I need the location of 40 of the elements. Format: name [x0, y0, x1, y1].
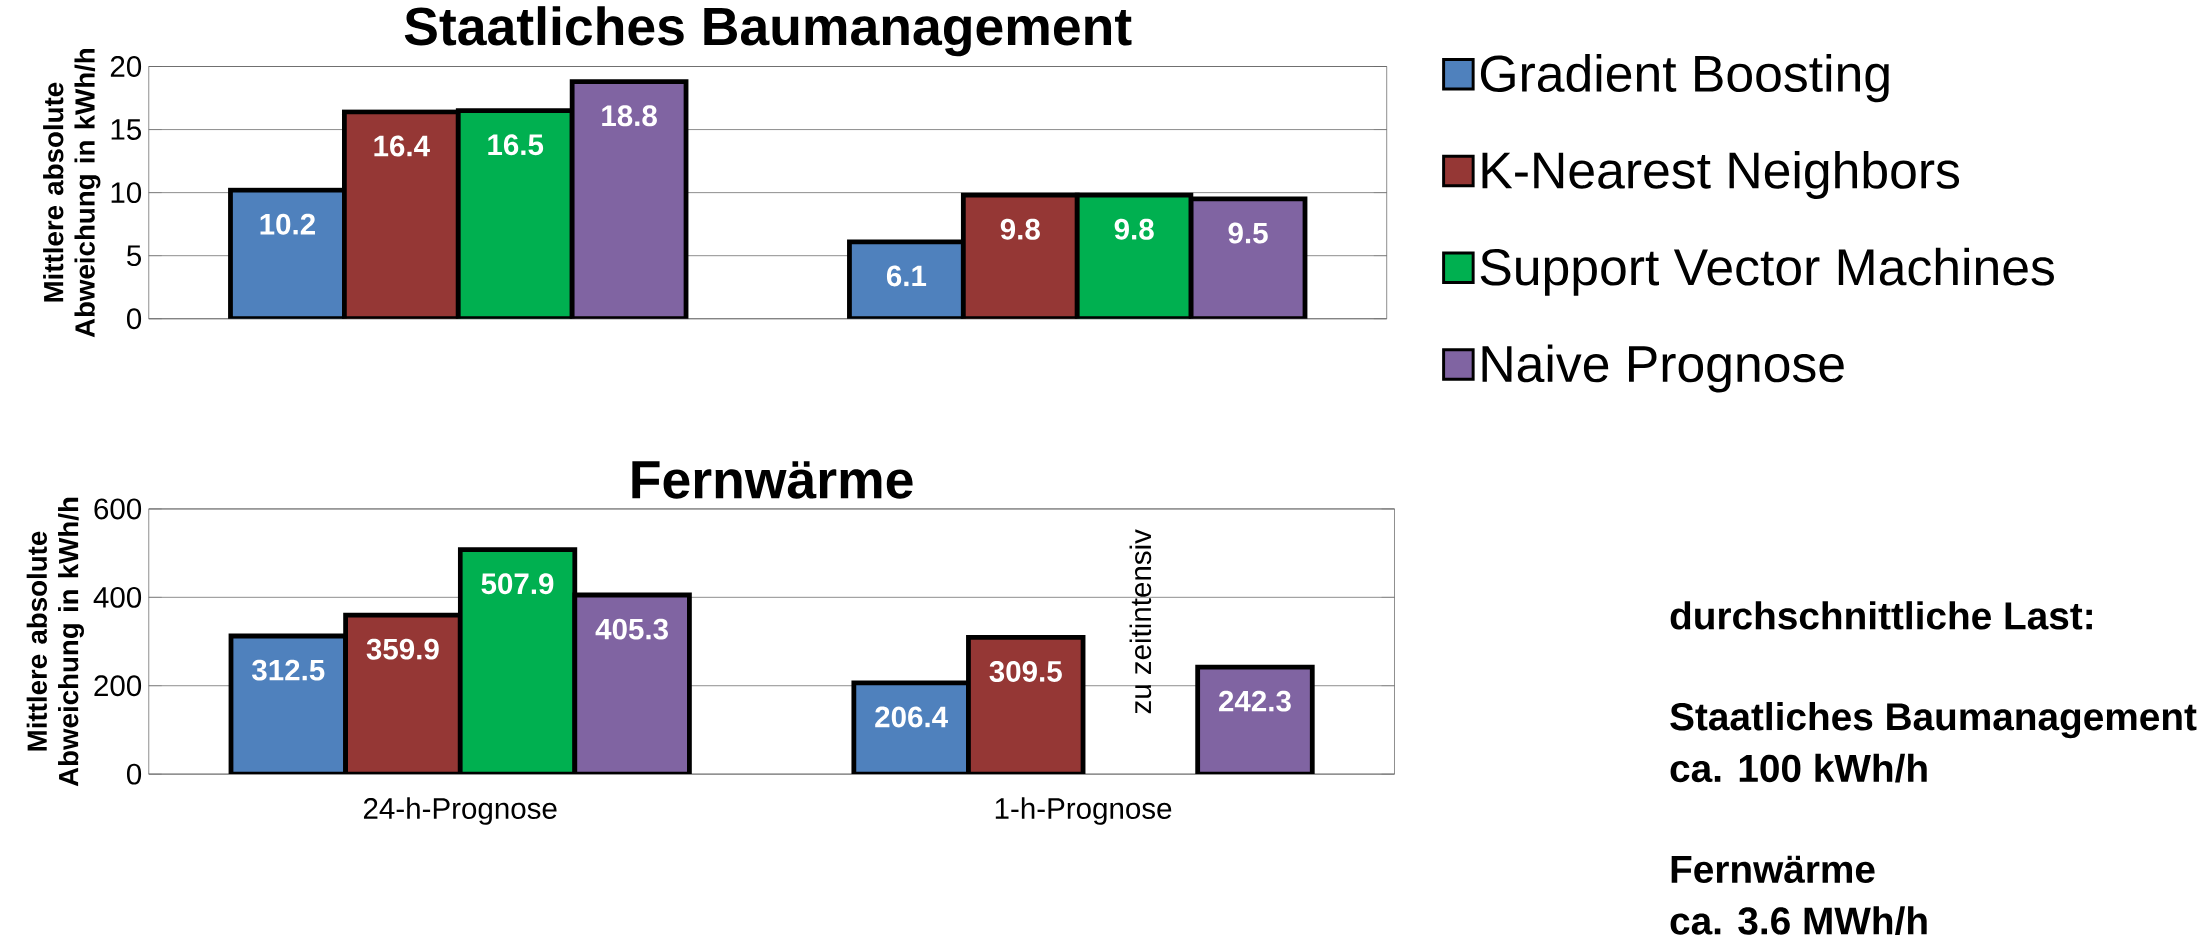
data-label: 507.9	[481, 573, 554, 595]
text: ca. 100 kWh/h	[1670, 753, 1927, 783]
x-tick-label: 1-h-Prognose	[995, 797, 1172, 825]
y-tick-label: 400	[93, 586, 142, 608]
data-label: 16.5	[488, 134, 544, 156]
data-label: 6.1	[886, 265, 927, 287]
y-tick-label: 10	[111, 182, 142, 204]
data-label: 16.4	[374, 135, 430, 157]
text: ca. 3.6 MWh/h	[1670, 906, 1927, 935]
y-tick-label: 0	[126, 763, 142, 785]
data-label: 10.2	[260, 213, 315, 235]
data-label: 309.5	[989, 660, 1062, 682]
data-label: 312.5	[252, 659, 325, 681]
y-tick-label: 20	[110, 56, 142, 77]
y-tick-label: 200	[94, 675, 142, 697]
text: Staatliches Baumanagement	[1670, 701, 2197, 739]
data-label: 9.5	[1228, 222, 1268, 244]
data-label: 206.4	[875, 706, 948, 728]
x-tick-label: 24-h-Prognose	[363, 797, 557, 825]
data-label: 359.9	[366, 638, 439, 660]
y-tick-label: 15	[111, 119, 141, 140]
data-label: 18.8	[602, 105, 657, 127]
y-tick-label: 5	[127, 245, 141, 266]
chart-title: Staatliches Baumanagement	[404, 6, 1132, 57]
data-label: 242.3	[1219, 690, 1291, 712]
y-tick-label: 0	[126, 308, 142, 330]
y-tick-label: 600	[94, 498, 142, 520]
chart-title: Fernwärme	[632, 461, 913, 499]
data-label: 9.8	[1000, 218, 1040, 240]
legend-label: Support Vector Machines	[1480, 247, 2054, 296]
legend-label: Naive Prognose	[1482, 344, 1844, 393]
data-label: 9.8	[1114, 218, 1154, 240]
annotation: zu zeitintensiv	[1129, 529, 1152, 714]
legend-label: K-Nearest Neighbors	[1482, 150, 1960, 199]
text: Fernwärme	[1671, 855, 1875, 883]
data-label: 405.3	[595, 618, 668, 640]
y-axis-title: Mittlere absolute Abweichung in kWh/h	[43, 48, 101, 338]
legend-label: Gradient Boosting	[1480, 54, 1889, 103]
text: durchschnittliche Last:	[1670, 601, 2092, 630]
y-axis-title: Mittlere absolute Abweichung in kWh/h	[26, 497, 84, 787]
